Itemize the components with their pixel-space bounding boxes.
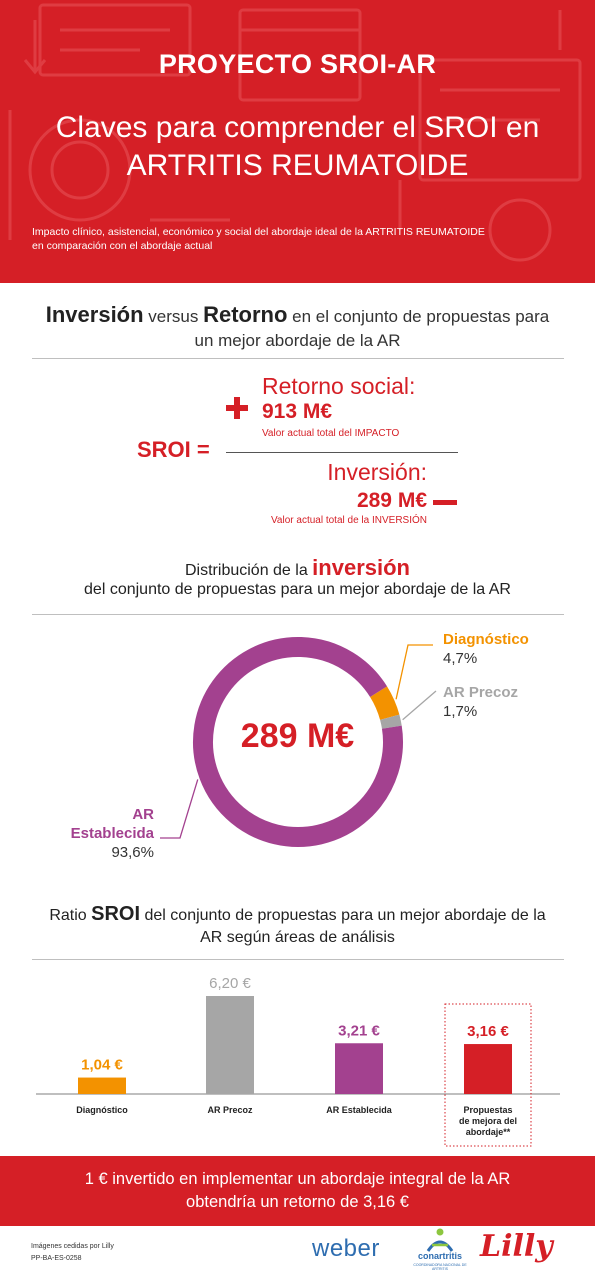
conartritis-figure-icon (426, 1228, 454, 1252)
legend-diagnostico-name: Diagnóstico (443, 631, 529, 648)
ratio-title-line2: AR según áreas de análisis (200, 929, 395, 946)
header-description-line2: en comparación con el abordaje actual (32, 240, 213, 252)
highlight-box (444, 1003, 532, 1147)
legend-ar-establecida-name2: Establecida (70, 825, 154, 842)
header-banner: PROYECTO SROI-AR Claves para comprender … (0, 0, 595, 283)
bar-category-label-2: AR Precoz (207, 1105, 253, 1115)
section-divider (32, 614, 564, 615)
distribution-title-line2: del conjunto de propuestas para un mejor… (84, 581, 511, 598)
document-code: PP-BA-ES-0258 (31, 1255, 82, 1262)
bar-category-label-1: Diagnóstico (76, 1105, 128, 1115)
title-line2: un mejor abordaje de la AR (194, 331, 401, 350)
ratio-title: Ratio SROI del conjunto de propuestas pa… (20, 903, 575, 949)
investment-label: Inversión: (327, 459, 427, 485)
ratio-title-rest: del conjunto de propuestas para un mejor… (140, 907, 546, 924)
conartritis-logo-tagline: COORDINADORA NACIONAL DE ARTRITIS (413, 1263, 467, 1271)
donut-segment-ar-establecida (193, 637, 403, 847)
section-divider (32, 358, 564, 359)
fraction-line (226, 452, 458, 453)
distribution-title-prefix: Distribución de la (185, 562, 313, 579)
legend-ar-establecida-name1: AR (132, 806, 154, 823)
investment-donut-chart (160, 637, 437, 847)
page-subtitle-line1: Claves para comprender el SROI en (55, 111, 540, 144)
page-title: PROYECTO SROI-AR (158, 49, 437, 79)
title-versus-word: versus (143, 307, 204, 326)
image-credit: Imágenes cedidas por Lilly (31, 1243, 114, 1250)
bar-category-label-4: Propuestas (463, 1105, 512, 1115)
sroi-ratio-bar-chart: 1,04 € Diagnóstico 6,20 € AR Precoz 3,21 € AR… (36, 975, 560, 1147)
legend-diagnostico-pct: 4,7% (443, 650, 478, 667)
return-label: Retorno social: (262, 373, 416, 399)
leader-line-ar-precoz (402, 690, 437, 721)
minus-icon (433, 500, 457, 505)
return-note: Valor actual total del IMPACTO (262, 428, 400, 439)
bar-category-label-4: abordaje** (466, 1127, 511, 1137)
return-value: 913 M€ (262, 400, 333, 423)
donut-segment-diagnostico (369, 686, 400, 721)
conclusion-line1: 1 € invertido en implementar un abordaje… (84, 1170, 511, 1188)
weber-logo: weber (312, 1235, 380, 1262)
ratio-title-prefix: Ratio (49, 907, 92, 924)
header-background-illustration (8, 3, 582, 262)
legend-ar-establecida: AR Establecida 93,6% (68, 805, 154, 862)
distribution-title-highlight: inversión (312, 555, 410, 580)
bar-3 (335, 1043, 383, 1094)
legend-ar-precoz-pct: 1,7% (443, 703, 478, 720)
lilly-logo: Lilly (480, 1229, 553, 1264)
conartritis-logo: conartritis COORDINADORA NACIONAL DE ART… (410, 1227, 470, 1271)
title-rest-text: en el conjunto de propuestas para (287, 307, 550, 326)
legend-ar-precoz: AR Precoz 1,7% (443, 683, 518, 721)
legend-ar-establecida-pct: 93,6% (111, 844, 154, 861)
title-return-word: Retorno (203, 302, 288, 327)
conartritis-logo-text: conartritis (417, 1251, 462, 1261)
bar-category-label-3: AR Establecida (326, 1105, 393, 1115)
legend-diagnostico: Diagnóstico 4,7% (443, 630, 529, 668)
legend-ar-precoz-name: AR Precoz (443, 684, 519, 701)
conclusion-line2: obtendría un retorno de 3,16 € (186, 1193, 409, 1211)
section-divider (32, 959, 564, 960)
bar-value-label-1: 1,04 € (81, 1057, 123, 1074)
donut-center-value: 289 M€ (240, 717, 355, 755)
leader-line-diagnostico (395, 644, 433, 700)
distribution-title: Distribución de la inversión (0, 555, 595, 581)
investment-note: Valor actual total de la INVERSIÓN (271, 515, 427, 526)
donut-segment-ar-precoz (380, 714, 402, 729)
sroi-label: SROI = (137, 437, 210, 462)
conclusion-band (0, 1156, 595, 1226)
title-investment-word: Inversión (45, 302, 144, 327)
bar-value-label-3: 3,21 € (338, 1022, 380, 1039)
investment-value: 289 M€ (356, 489, 427, 512)
plus-icon (226, 397, 248, 419)
formula-section-title: Inversión versus Retorno en el conjunto … (20, 303, 575, 353)
bar-4 (464, 1044, 512, 1094)
bar-1 (78, 1077, 126, 1094)
header-description: Impacto clínico, asistencial, económico … (32, 225, 572, 253)
header-description-line1: Impacto clínico, asistencial, económico … (32, 226, 485, 238)
bar-2 (206, 996, 254, 1094)
bar-value-label-4: 3,16 € (467, 1023, 509, 1040)
bar-category-label-4: de mejora del (459, 1116, 517, 1126)
leader-line-ar-establecida (160, 779, 199, 839)
conclusion-text: 1 € invertido en implementar un abordaje… (0, 1168, 595, 1214)
ratio-title-highlight: SROI (91, 903, 141, 925)
page-subtitle-line2: ARTRITIS REUMATOIDE (126, 149, 469, 182)
bar-value-label-2: 6,20 € (209, 975, 251, 992)
